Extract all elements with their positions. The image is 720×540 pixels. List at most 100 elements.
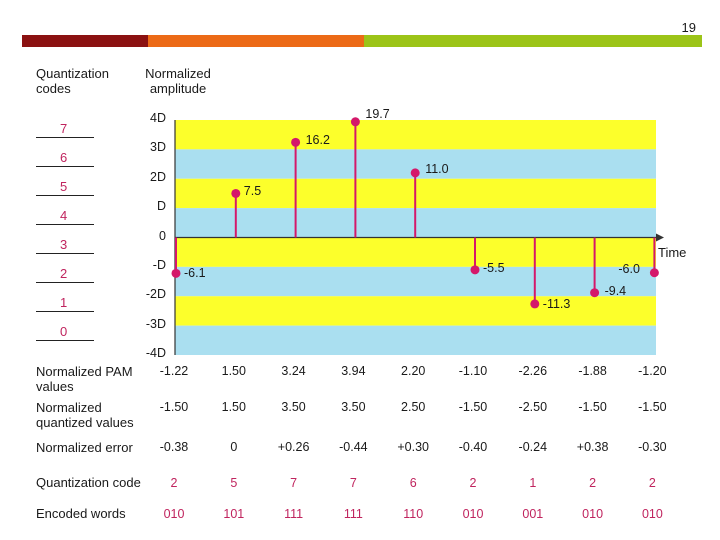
row-value-error: +0.26	[277, 440, 310, 454]
y-tick-label: -2D	[145, 287, 166, 302]
row-value-code: 5	[230, 476, 238, 490]
row-value-encoded: 110	[403, 507, 424, 521]
marker-0	[171, 268, 181, 278]
band-6	[175, 296, 656, 326]
header-bar-orange	[148, 35, 364, 47]
quantization-code-label: 5	[60, 179, 68, 194]
marker-2	[291, 137, 301, 147]
row-value-quantized: 2.50	[401, 400, 426, 414]
row-value-code: 2	[648, 476, 656, 490]
row-value-code: 2	[589, 476, 597, 490]
code-underline	[36, 253, 94, 254]
x-axis-arrow	[656, 233, 664, 242]
row-value-code: 6	[409, 476, 417, 490]
row-value-code: 2	[170, 476, 178, 490]
point-label: -6.1	[184, 266, 206, 281]
row-value-code: 7	[349, 476, 357, 490]
marker-8	[649, 268, 659, 278]
header-bar-red	[22, 35, 148, 47]
amplitude-header: Normalized amplitude	[145, 66, 211, 96]
row-value-encoded: 111	[284, 507, 304, 521]
row-value-pam: -1.10	[458, 364, 488, 378]
point-label: -9.4	[604, 283, 627, 298]
row-value-error: -0.38	[159, 440, 189, 454]
time-axis-label: Time	[658, 245, 687, 260]
code-underline	[36, 195, 94, 196]
y-tick-label: -3D	[145, 316, 166, 331]
y-tick-label: D	[156, 199, 166, 214]
row-value-encoded: 101	[223, 507, 245, 521]
row-value-pam: -2.26	[518, 364, 548, 378]
row-value-pam: -1.20	[638, 364, 667, 378]
quantization-code-label: 3	[60, 237, 68, 252]
y-tick-label: -4D	[145, 346, 166, 360]
y-tick-label: 3D	[150, 140, 166, 155]
row-value-encoded: 010	[462, 507, 484, 521]
row-value-encoded: 010	[163, 507, 185, 521]
row-value-error: -0.44	[339, 440, 368, 454]
marker-5	[470, 265, 480, 275]
row-value-error: +0.38	[576, 440, 609, 454]
row-value-encoded: 010	[641, 507, 663, 521]
code-underline	[36, 311, 94, 312]
point-label: -11.3	[542, 296, 571, 311]
y-tick-label: 2D	[150, 169, 166, 184]
row-value-pam: 3.24	[281, 364, 306, 378]
row-value-quantized: -1.50	[159, 400, 189, 414]
quantization-code-label: 0	[60, 324, 68, 339]
page-number: 19	[681, 20, 696, 35]
marker-6	[530, 299, 540, 309]
quantization-code-label: 1	[60, 295, 68, 310]
codes-header: Quantization codes	[36, 66, 109, 96]
row-label-encoded: Encoded words	[36, 506, 126, 521]
row-value-quantized: 1.50	[221, 400, 246, 414]
point-label: 7.5	[243, 184, 262, 199]
marker-1	[231, 188, 241, 198]
y-tick-label: -D	[152, 257, 166, 272]
row-value-pam: 1.50	[221, 364, 246, 378]
row-value-quantized: 3.50	[281, 400, 306, 414]
header-bar-green	[364, 35, 702, 47]
code-underline	[36, 137, 94, 138]
row-value-error: -0.30	[638, 440, 667, 454]
band-5	[175, 266, 656, 297]
point-label: -5.5	[483, 260, 505, 275]
row-value-code: 1	[529, 476, 537, 490]
point-label: 19.7	[365, 106, 390, 121]
quantization-code-label: 2	[60, 266, 68, 281]
marker-7	[590, 288, 600, 298]
row-label-code: Quantization code	[36, 475, 141, 490]
quantization-code-label: 4	[60, 208, 68, 223]
row-label-error: Normalized error	[36, 440, 133, 455]
row-value-code: 7	[290, 476, 298, 490]
row-value-error: 0	[230, 440, 238, 454]
row-value-quantized: -1.50	[458, 400, 488, 414]
row-value-quantized: -1.50	[578, 400, 607, 414]
row-value-quantized: -1.50	[638, 400, 667, 414]
row-value-pam: 2.20	[401, 364, 426, 378]
row-value-pam: -1.88	[578, 364, 607, 378]
y-tick-label: 4D	[150, 111, 166, 125]
code-underline	[36, 340, 94, 341]
code-underline	[36, 166, 94, 167]
band-4	[175, 237, 656, 267]
quantization-code-label: 6	[60, 150, 68, 165]
quantization-code-label: 7	[60, 121, 68, 136]
row-value-pam: -1.22	[159, 364, 189, 378]
code-underline	[36, 282, 94, 283]
band-0	[175, 120, 656, 150]
row-label-pam: Normalized PAM values	[36, 364, 133, 394]
point-label: 16.2	[305, 133, 330, 148]
marker-3	[350, 117, 360, 127]
point-label: 11.0	[425, 161, 449, 176]
row-value-error: -0.24	[518, 440, 548, 454]
row-value-pam: 3.94	[341, 364, 366, 378]
point-label: -6.0	[618, 261, 640, 276]
row-value-encoded: 010	[582, 507, 604, 521]
row-value-quantized: 3.50	[341, 400, 366, 414]
row-label-quantized: Normalized quantized values	[36, 400, 134, 430]
row-value-code: 2	[469, 476, 477, 490]
row-value-encoded: 111	[343, 507, 363, 521]
row-value-error: -0.40	[458, 440, 488, 454]
